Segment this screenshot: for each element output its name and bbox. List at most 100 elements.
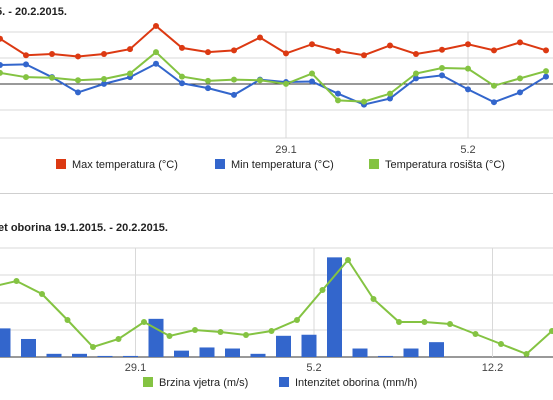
data-point <box>0 35 3 42</box>
series-line <box>0 24 547 58</box>
data-point <box>361 98 367 105</box>
precipitation-bar <box>225 348 240 357</box>
legend-swatch <box>279 377 289 387</box>
data-point <box>465 86 471 93</box>
data-point <box>523 351 530 357</box>
precipitation-bar <box>378 355 393 357</box>
data-point <box>543 73 549 80</box>
data-point <box>205 49 211 56</box>
legend-label: Temperatura rosišta (°C) <box>385 159 505 171</box>
data-point <box>101 76 107 83</box>
legend-swatch <box>143 377 153 387</box>
data-point <box>179 44 185 51</box>
data-point <box>498 341 504 347</box>
data-point <box>75 89 81 96</box>
precipitation-bar <box>0 328 11 357</box>
data-point <box>217 329 224 335</box>
data-point <box>413 51 419 57</box>
data-point <box>472 331 479 337</box>
precipitation-bar <box>327 257 342 357</box>
data-point <box>231 47 237 54</box>
data-point <box>439 46 445 53</box>
data-point <box>39 291 45 297</box>
data-point <box>543 68 549 75</box>
data-point <box>465 65 471 72</box>
data-point <box>127 46 133 53</box>
data-point <box>23 61 29 68</box>
legend-label: Max temperatura (°C) <box>72 159 178 171</box>
legend-label: Brzina vjetra (m/s) <box>159 377 248 389</box>
legend-label: Min temperatura (°C) <box>231 159 334 171</box>
x-tick-label: 29.1 <box>125 362 146 374</box>
data-point <box>23 52 29 59</box>
data-point <box>335 97 341 104</box>
data-point <box>257 77 263 84</box>
data-point <box>283 80 289 87</box>
precipitation-bar <box>352 348 368 357</box>
precipitation-bar <box>21 338 36 357</box>
data-point <box>153 60 159 67</box>
data-point <box>205 85 211 92</box>
x-tick-label: 5.2 <box>460 144 475 156</box>
legend-swatch <box>369 159 379 169</box>
data-point <box>387 95 393 102</box>
data-point <box>13 278 20 284</box>
data-point <box>439 72 445 79</box>
precipitation-bar <box>46 353 62 357</box>
precipitation-bar <box>429 342 444 357</box>
data-point <box>101 80 107 87</box>
x-tick-label: 12.2 <box>482 362 503 374</box>
precipitation-bar <box>148 318 164 357</box>
data-point <box>465 41 471 48</box>
legend-swatch <box>215 159 225 169</box>
data-point <box>335 47 341 54</box>
data-point <box>309 78 315 85</box>
data-point <box>153 22 159 29</box>
series-line <box>0 62 547 106</box>
data-point <box>309 70 315 77</box>
data-point <box>413 70 419 77</box>
data-point <box>439 65 445 72</box>
data-point <box>447 321 453 327</box>
chart-title-temperature: 5. - 20.2.2015. <box>0 6 67 18</box>
precipitation-bar <box>250 353 266 357</box>
data-point <box>115 336 122 342</box>
data-point <box>387 90 393 97</box>
data-point <box>166 333 173 339</box>
data-point <box>257 34 263 41</box>
data-point <box>127 70 133 77</box>
data-point <box>361 52 367 59</box>
data-point <box>335 90 341 97</box>
data-point <box>141 319 147 325</box>
data-point <box>205 77 211 84</box>
data-point <box>75 53 81 60</box>
x-tick-label: 5.2 <box>306 362 321 374</box>
data-point <box>268 328 275 334</box>
data-point <box>0 61 3 68</box>
data-point <box>413 75 419 82</box>
precipitation-bar <box>174 350 189 357</box>
data-point <box>243 332 249 338</box>
precipitation-bar <box>276 335 291 357</box>
data-point <box>49 51 55 57</box>
x-tick-label: 29.1 <box>275 144 296 156</box>
data-point <box>23 74 29 81</box>
data-point <box>90 344 96 350</box>
data-point <box>179 73 185 80</box>
legend-label: Intenzitet oborina (mm/h) <box>295 377 417 389</box>
data-point <box>491 82 497 89</box>
data-point <box>387 42 393 49</box>
data-point <box>543 47 549 54</box>
data-point <box>179 80 185 87</box>
series-line <box>0 50 547 103</box>
chart-title-wind-precipitation: et oborina 19.1.2015. - 20.2.2015. <box>0 222 168 234</box>
data-point <box>421 319 428 325</box>
data-point <box>75 77 81 84</box>
data-point <box>283 50 289 57</box>
data-point <box>370 296 377 302</box>
precipitation-bar <box>97 355 113 357</box>
data-point <box>231 91 237 98</box>
data-point <box>231 76 237 83</box>
data-point <box>101 51 107 57</box>
data-point <box>517 75 523 82</box>
